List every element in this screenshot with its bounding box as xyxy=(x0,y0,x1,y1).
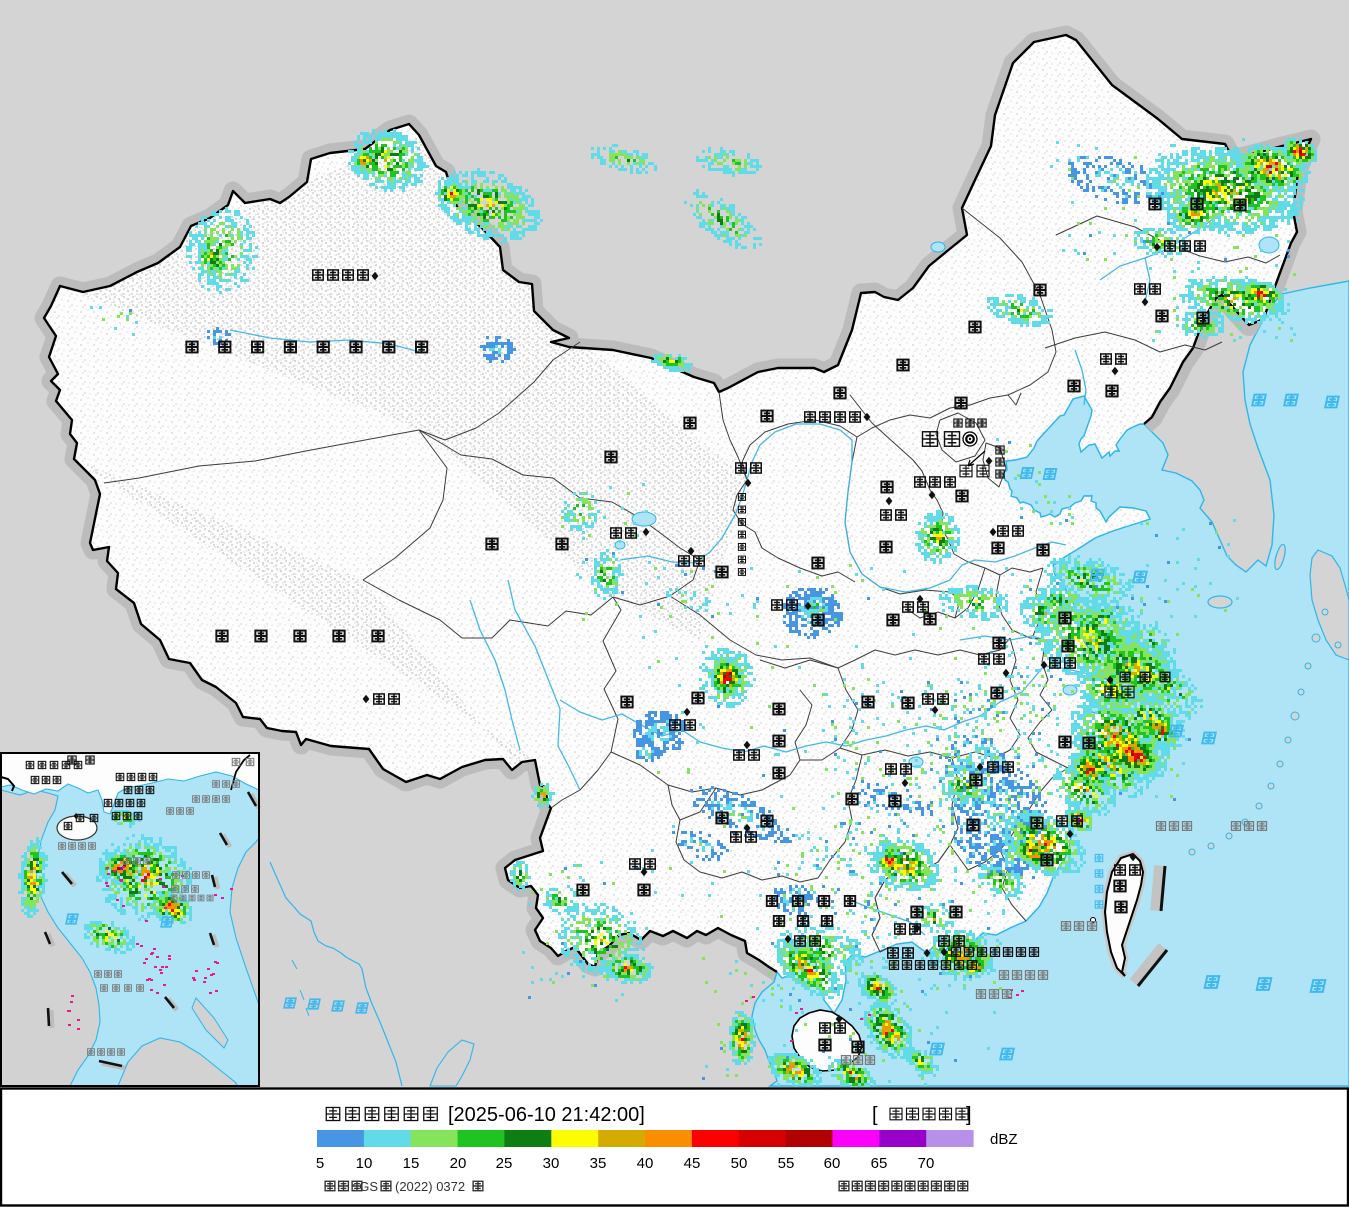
svg-text:50: 50 xyxy=(731,1155,748,1172)
svg-text:20: 20 xyxy=(450,1155,467,1172)
svg-text:45: 45 xyxy=(684,1155,701,1172)
svg-text:70: 70 xyxy=(918,1155,935,1172)
svg-text:65: 65 xyxy=(871,1155,888,1172)
svg-text:]: ] xyxy=(966,1104,972,1126)
svg-text:55: 55 xyxy=(778,1155,795,1172)
svg-text:5: 5 xyxy=(316,1155,324,1172)
svg-text:15: 15 xyxy=(403,1155,420,1172)
svg-text:60: 60 xyxy=(824,1155,841,1172)
svg-text:40: 40 xyxy=(637,1155,654,1172)
svg-text:30: 30 xyxy=(543,1155,560,1172)
svg-text:[: [ xyxy=(872,1104,878,1126)
svg-text:(2022) 0372: (2022) 0372 xyxy=(395,1179,465,1194)
svg-text:[2025-06-10 21:42:00]: [2025-06-10 21:42:00] xyxy=(448,1104,645,1126)
svg-text:: GS: : GS xyxy=(352,1179,378,1194)
svg-text:dBZ: dBZ xyxy=(990,1131,1018,1148)
svg-text:10: 10 xyxy=(356,1155,373,1172)
svg-text:35: 35 xyxy=(590,1155,607,1172)
svg-text:25: 25 xyxy=(496,1155,513,1172)
